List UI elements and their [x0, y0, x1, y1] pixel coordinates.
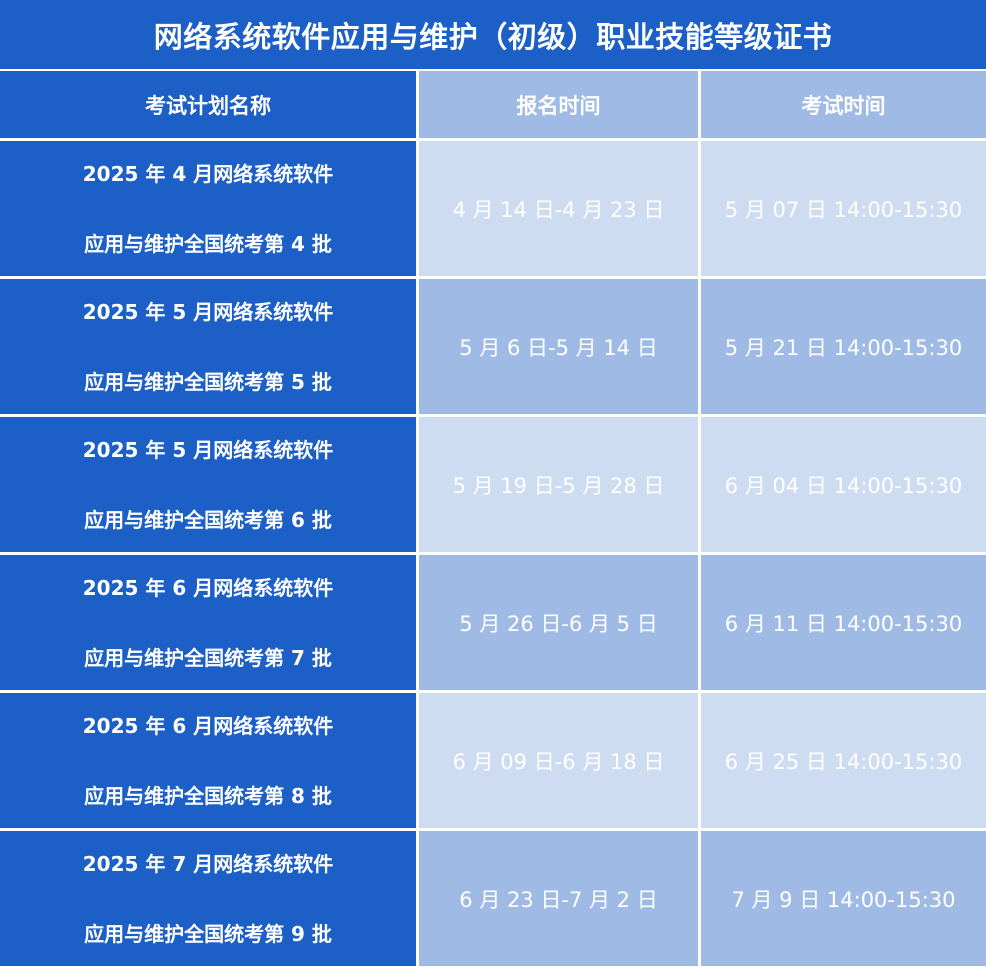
exam-time-cell: 6 月 11 日 14:00-15:30 [701, 555, 986, 690]
exam-time-cell: 6 月 25 日 14:00-15:30 [701, 693, 986, 828]
plan-name-cell: 2025 年 4 月网络系统软件 应用与维护全国统考第 4 批 [0, 141, 416, 276]
registration-time-cell: 5 月 26 日-6 月 5 日 [419, 555, 698, 690]
plan-name-line2: 应用与维护全国统考第 5 批 [84, 369, 332, 394]
plan-name-cell: 2025 年 5 月网络系统软件 应用与维护全国统考第 5 批 [0, 279, 416, 414]
registration-time-cell: 5 月 6 日-5 月 14 日 [419, 279, 698, 414]
registration-time-cell: 4 月 14 日-4 月 23 日 [419, 141, 698, 276]
exam-time-cell: 6 月 04 日 14:00-15:30 [701, 417, 986, 552]
plan-name-line1: 2025 年 7 月网络系统软件 [82, 851, 334, 876]
exam-time-cell: 5 月 07 日 14:00-15:30 [701, 141, 986, 276]
registration-time-cell: 5 月 19 日-5 月 28 日 [419, 417, 698, 552]
exam-time-cell: 5 月 21 日 14:00-15:30 [701, 279, 986, 414]
registration-time-cell: 6 月 23 日-7 月 2 日 [419, 831, 698, 966]
plan-name-line1: 2025 年 6 月网络系统软件 [82, 575, 334, 600]
plan-name-line2: 应用与维护全国统考第 6 批 [84, 507, 332, 532]
plan-name-line2: 应用与维护全国统考第 4 批 [84, 231, 332, 256]
plan-name-cell: 2025 年 7 月网络系统软件 应用与维护全国统考第 9 批 [0, 831, 416, 966]
plan-name-line1: 2025 年 4 月网络系统软件 [82, 161, 334, 186]
plan-name-cell: 2025 年 5 月网络系统软件 应用与维护全国统考第 6 批 [0, 417, 416, 552]
plan-name-line2: 应用与维护全国统考第 9 批 [84, 921, 332, 946]
header-plan-name: 考试计划名称 [0, 71, 416, 138]
header-exam-time: 考试时间 [701, 71, 986, 138]
exam-time-cell: 7 月 9 日 14:00-15:30 [701, 831, 986, 966]
plan-name-cell: 2025 年 6 月网络系统软件 应用与维护全国统考第 8 批 [0, 693, 416, 828]
plan-name-line2: 应用与维护全国统考第 8 批 [84, 783, 332, 808]
plan-name-line1: 2025 年 6 月网络系统软件 [82, 713, 334, 738]
header-registration-time: 报名时间 [419, 71, 698, 138]
plan-name-cell: 2025 年 6 月网络系统软件 应用与维护全国统考第 7 批 [0, 555, 416, 690]
table-title: 网络系统软件应用与维护（初级）职业技能等级证书 [0, 0, 986, 69]
plan-name-line2: 应用与维护全国统考第 7 批 [84, 645, 332, 670]
plan-name-line1: 2025 年 5 月网络系统软件 [82, 437, 334, 462]
plan-name-line1: 2025 年 5 月网络系统软件 [82, 299, 334, 324]
registration-time-cell: 6 月 09 日-6 月 18 日 [419, 693, 698, 828]
